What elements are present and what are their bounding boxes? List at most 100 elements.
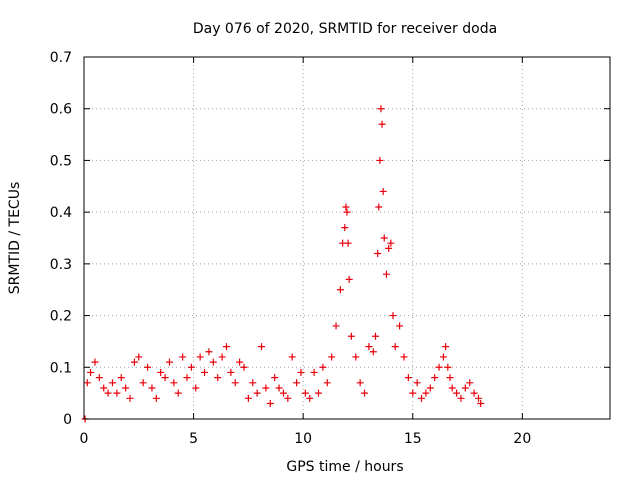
data-point: [477, 399, 485, 407]
data-point: [236, 358, 244, 366]
data-point: [389, 312, 397, 320]
data-point: [157, 368, 165, 376]
axis-ticks: [83, 56, 610, 420]
data-point: [446, 374, 454, 382]
data-point: [341, 224, 349, 232]
data-point: [271, 374, 279, 382]
data-point: [161, 374, 169, 382]
data-point: [323, 379, 331, 387]
data-point: [122, 384, 130, 392]
data-point: [179, 353, 187, 361]
data-points: [81, 105, 485, 423]
data-point: [319, 363, 327, 371]
data-point: [293, 379, 301, 387]
data-point: [170, 379, 178, 387]
x-tick-label: 10: [294, 431, 312, 447]
data-point: [344, 239, 352, 247]
data-point: [258, 343, 266, 351]
data-point: [431, 374, 439, 382]
data-point: [387, 239, 395, 247]
x-axis-label: GPS time / hours: [286, 459, 403, 475]
data-point: [91, 358, 99, 366]
data-point: [385, 244, 393, 252]
data-point: [352, 353, 360, 361]
data-point: [218, 353, 226, 361]
data-point: [214, 374, 222, 382]
data-point: [222, 343, 230, 351]
data-point: [435, 363, 443, 371]
data-point: [117, 374, 125, 382]
chart-title: Day 076 of 2020, SRMTID for receiver dod…: [193, 21, 497, 37]
data-point: [262, 384, 270, 392]
data-point: [409, 389, 417, 397]
data-point: [201, 368, 209, 376]
y-tick-label: 0: [63, 412, 72, 428]
data-point: [444, 363, 452, 371]
data-point: [196, 353, 204, 361]
data-point: [165, 358, 173, 366]
y-axis-label: SRMTID / TECUs: [7, 182, 23, 295]
data-point: [231, 379, 239, 387]
data-point: [418, 394, 426, 402]
data-point: [130, 358, 138, 366]
data-point: [400, 353, 408, 361]
data-point: [227, 368, 235, 376]
x-tick-label: 15: [404, 431, 422, 447]
data-point: [205, 348, 213, 356]
data-point: [422, 389, 430, 397]
data-point: [108, 379, 116, 387]
data-point: [376, 156, 384, 164]
data-point: [144, 363, 152, 371]
data-point: [95, 374, 103, 382]
data-point: [266, 399, 274, 407]
data-point: [461, 384, 469, 392]
data-point: [426, 384, 434, 392]
data-point: [192, 384, 200, 392]
data-point: [369, 348, 377, 356]
grid-lines: [84, 57, 610, 419]
data-point: [240, 363, 248, 371]
data-point: [448, 384, 456, 392]
data-point: [83, 379, 91, 387]
y-tick-label: 0.3: [50, 257, 72, 273]
data-point: [343, 208, 351, 216]
data-point: [391, 343, 399, 351]
data-point: [148, 384, 156, 392]
data-point: [152, 394, 160, 402]
data-point: [139, 379, 147, 387]
data-point: [100, 384, 108, 392]
y-tick-label: 0.2: [50, 309, 72, 325]
data-point: [87, 368, 95, 376]
data-point: [126, 394, 134, 402]
data-point: [104, 389, 112, 397]
data-point: [347, 332, 355, 340]
data-point: [379, 187, 387, 195]
data-point: [475, 394, 482, 402]
data-point: [187, 363, 195, 371]
data-point: [439, 353, 447, 361]
data-point: [342, 203, 350, 211]
data-point: [253, 389, 261, 397]
data-point: [470, 389, 478, 397]
data-point: [113, 389, 121, 397]
data-point: [279, 389, 287, 397]
y-tick-label: 0.5: [50, 153, 72, 169]
data-point: [328, 353, 336, 361]
data-point: [275, 384, 283, 392]
y-tick-label: 0.6: [50, 102, 72, 118]
data-point: [183, 374, 191, 382]
y-tick-label: 0.4: [50, 205, 72, 221]
data-point: [297, 368, 305, 376]
data-point: [380, 234, 388, 242]
data-point: [336, 286, 344, 294]
data-point: [396, 322, 404, 330]
data-point: [356, 379, 364, 387]
data-point: [361, 389, 369, 397]
data-point: [174, 389, 182, 397]
data-point: [378, 120, 386, 128]
data-point: [306, 394, 314, 402]
data-point: [135, 353, 143, 361]
data-point: [288, 353, 296, 361]
x-tick-label: 0: [80, 431, 89, 447]
